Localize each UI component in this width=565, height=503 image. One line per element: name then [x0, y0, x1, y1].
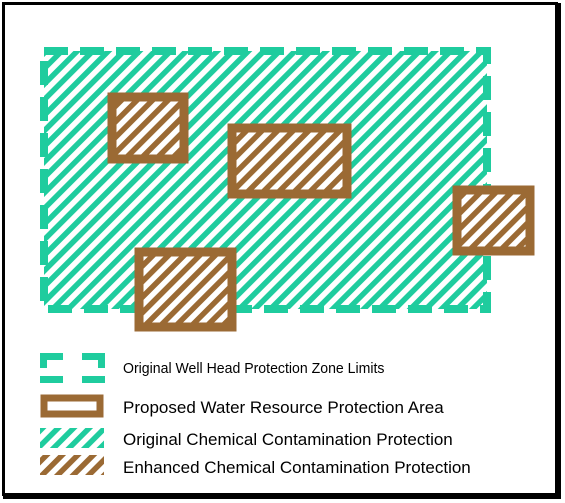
legend-swatch-proposed-area — [40, 394, 104, 418]
well-head-zone-boundary — [40, 47, 491, 313]
legend-label-well-head-zone: Original Well Head Protection Zone Limit… — [123, 360, 385, 377]
legend-swatch-enhanced-protection — [40, 455, 104, 475]
frame-shadow-bottom — [3, 494, 561, 499]
proposed-area-1 — [107, 92, 189, 164]
proposed-area-2 — [227, 123, 352, 199]
legend-swatch-well-head — [40, 353, 105, 383]
legend-label-proposed-area: Proposed Water Resource Protection Area — [123, 398, 444, 417]
legend-label-original-protection: Original Chemical Contamination Protecti… — [123, 430, 453, 449]
frame-shadow-right — [556, 3, 561, 497]
proposed-area-3 — [452, 185, 535, 256]
proposed-area-4 — [134, 247, 237, 332]
legend-label-enhanced-protection: Enhanced Chemical Contamination Protecti… — [123, 458, 471, 477]
legend-swatch-original-protection — [40, 428, 104, 448]
